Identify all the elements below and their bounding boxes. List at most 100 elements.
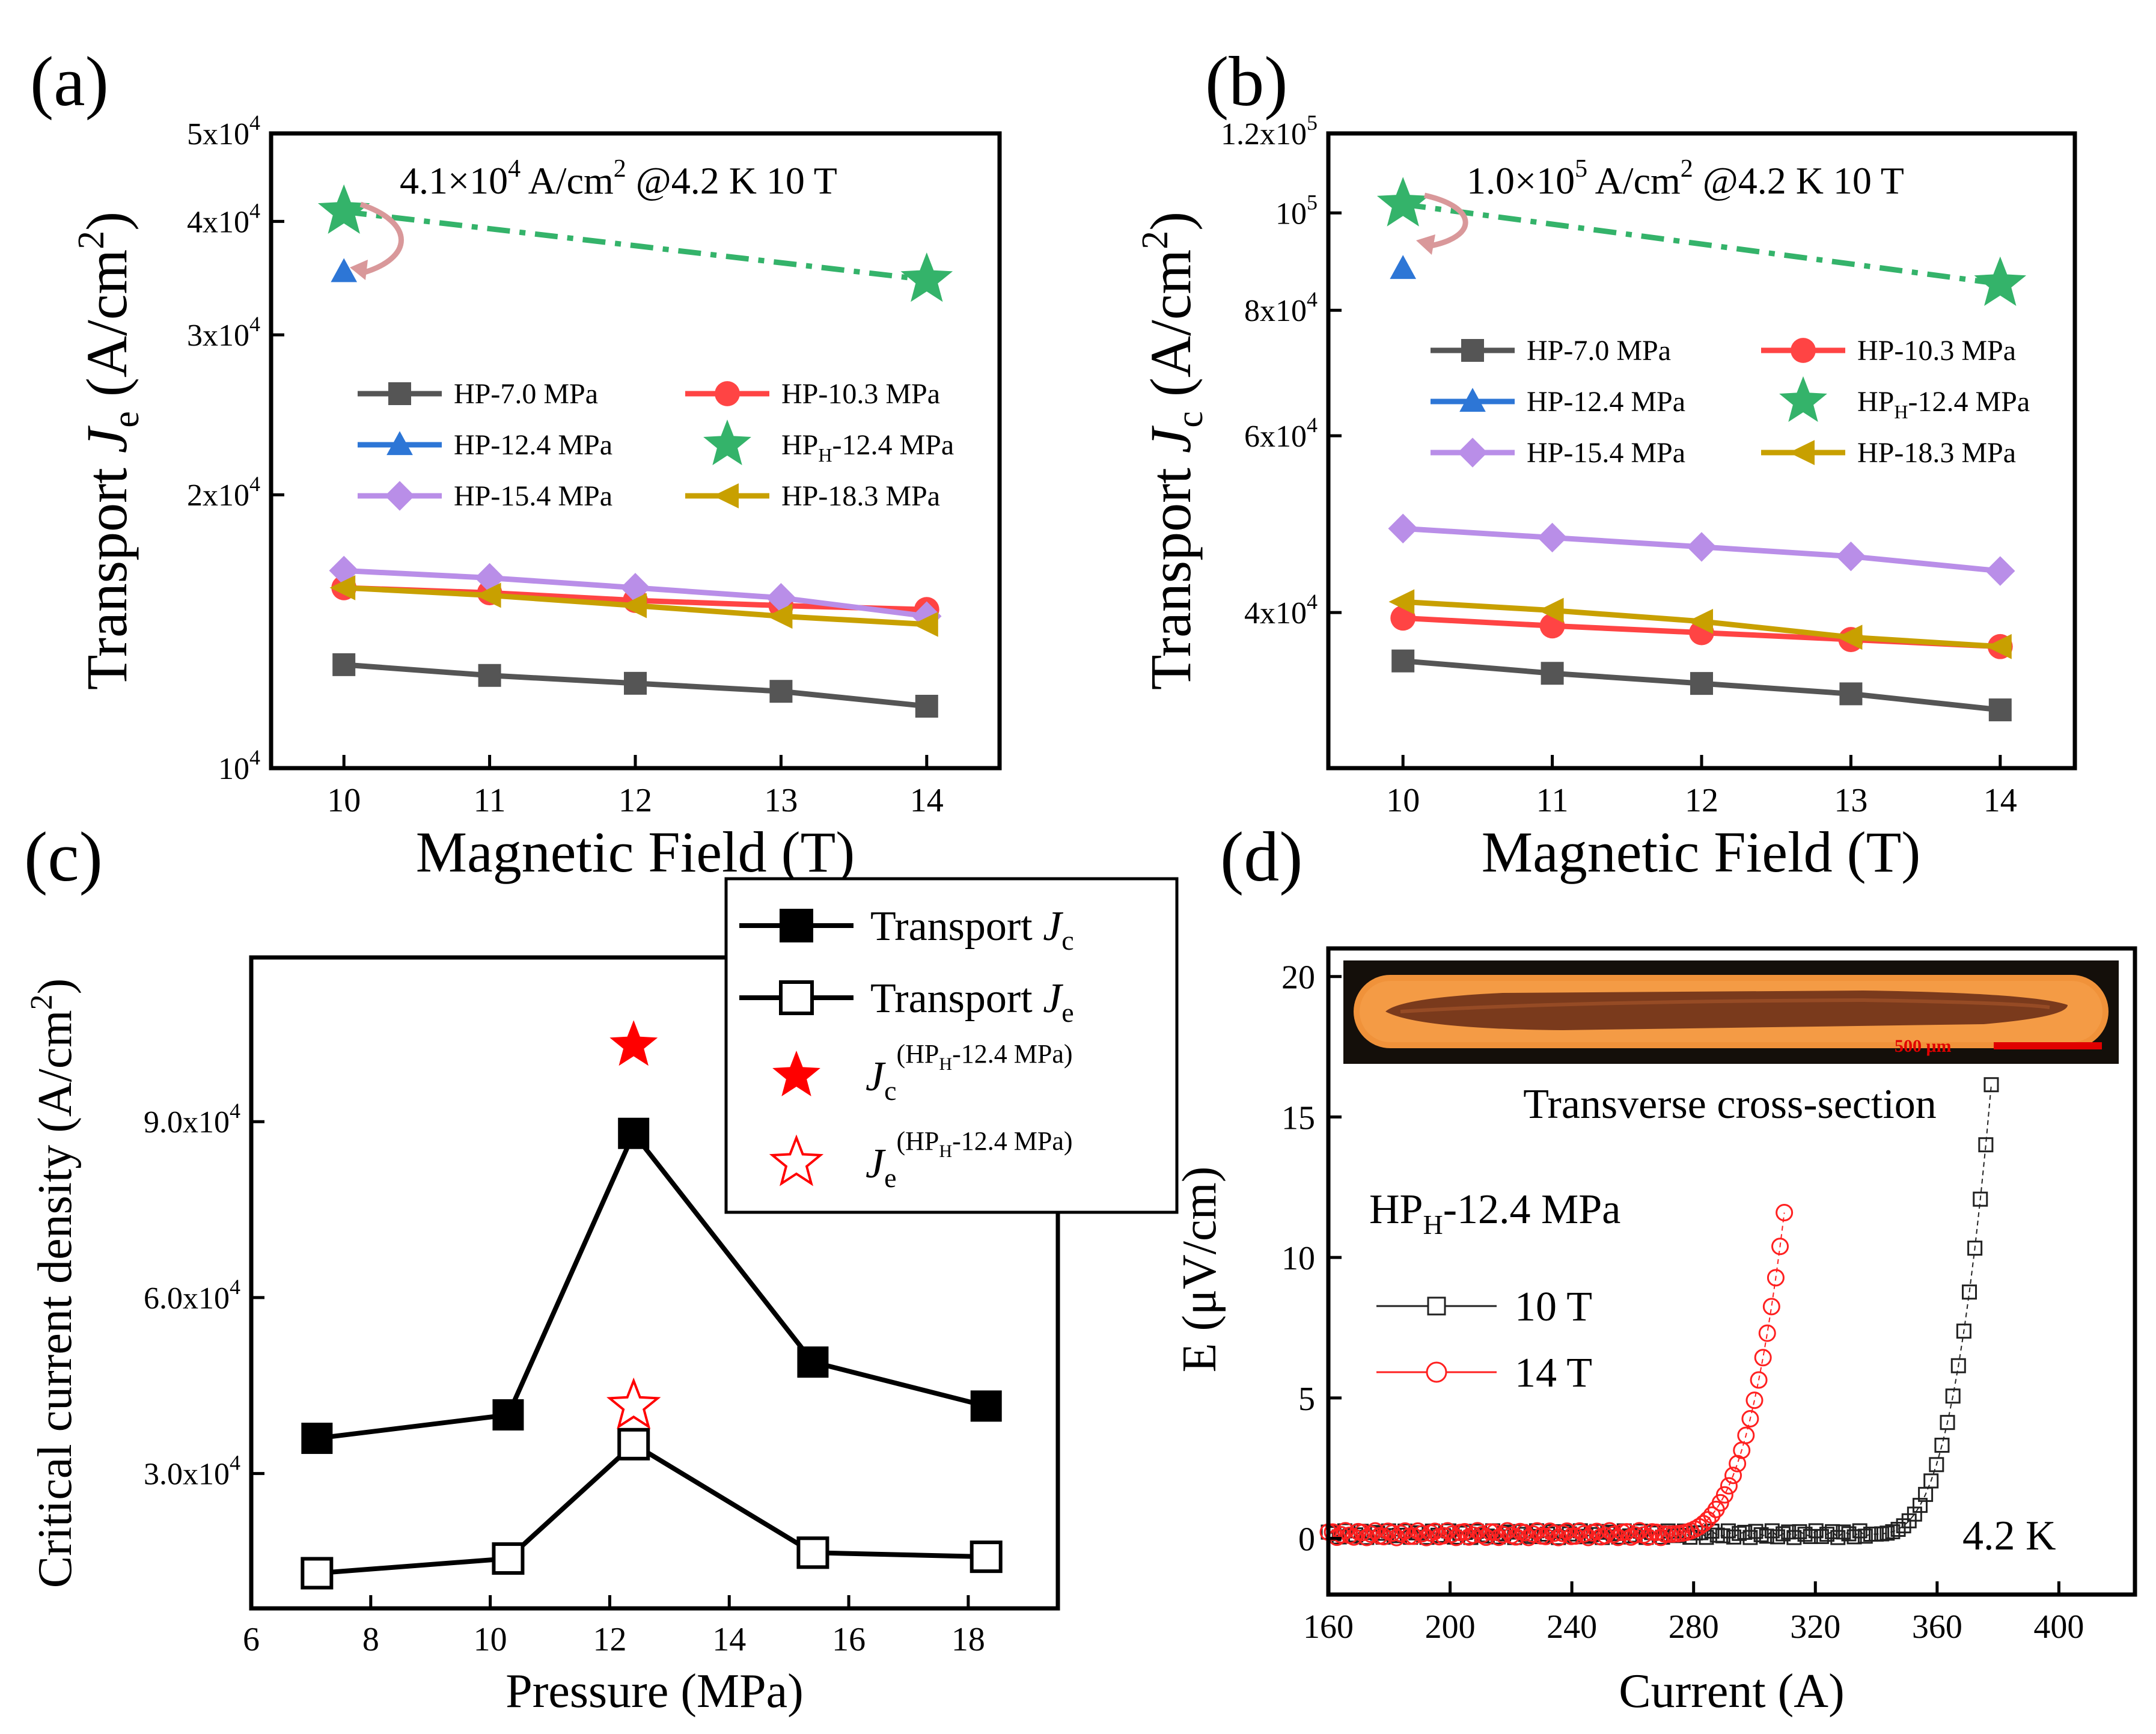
data-point bbox=[301, 1423, 333, 1455]
data-point bbox=[1324, 1523, 1342, 1541]
panel-c-x-ticks: 6 8 10 12 14 16 18 bbox=[243, 1595, 985, 1658]
panel-b-arrow-head bbox=[1416, 234, 1435, 255]
data-point bbox=[970, 1540, 1003, 1574]
data-point bbox=[621, 593, 647, 618]
panel-b-x-ticks: 10 11 12 13 14 bbox=[1386, 755, 2017, 819]
y-tick-label: 1.2x105 bbox=[1221, 111, 1318, 151]
legend-label: HP-7.0 MPa bbox=[454, 378, 598, 410]
data-point bbox=[1558, 1522, 1576, 1540]
data-point bbox=[624, 671, 647, 695]
data-point bbox=[1967, 1241, 1983, 1256]
panel-c-legend: Transport Jc Transport Je Jc(HPH-12.4 MPa)… bbox=[724, 877, 1179, 1214]
legend-entry: Jc(HPH-12.4 MPa) bbox=[772, 1039, 1073, 1106]
data-point bbox=[1726, 1529, 1742, 1545]
panel-c-x-axis-title: Pressure (MPa) bbox=[505, 1665, 803, 1718]
panel-a-annotation: 4.1×104 A/cm2 @4.2 K 10 T bbox=[400, 155, 837, 202]
data-point bbox=[1929, 1457, 1944, 1473]
y-tick-label: 2x104 bbox=[187, 472, 260, 513]
legend-label: HP-10.3 MPa bbox=[781, 378, 940, 410]
data-point bbox=[1699, 1511, 1717, 1529]
x-tick-label: 14 bbox=[1983, 782, 2017, 819]
panel-a-x-ticks: 10 11 12 13 14 bbox=[327, 755, 944, 819]
data-point bbox=[1648, 1523, 1666, 1541]
data-point bbox=[1687, 608, 1713, 634]
series-hp-12-4-mpa bbox=[331, 258, 358, 282]
panel-d-y-axis-title: E (μV/cm) bbox=[1173, 1167, 1226, 1373]
data-point bbox=[1819, 1527, 1835, 1542]
data-point bbox=[1652, 1528, 1670, 1546]
data-point bbox=[1703, 1506, 1721, 1524]
panel-a-arrow-head bbox=[350, 260, 368, 280]
series-line bbox=[1402, 201, 2001, 287]
data-point bbox=[1388, 513, 1418, 544]
inset-title: Transverse cross-section bbox=[1523, 1081, 1937, 1128]
series-e-open-square bbox=[301, 1427, 1003, 1590]
data-point bbox=[492, 1542, 525, 1575]
data-point bbox=[1737, 1524, 1753, 1540]
series-hp-15-4-mpa bbox=[1388, 513, 2015, 586]
data-point bbox=[796, 1536, 829, 1569]
data-point bbox=[329, 555, 359, 586]
data-point bbox=[915, 694, 938, 718]
legend-entry: HPH-12.4 MPa bbox=[1779, 376, 2030, 423]
legend-entry: HPH-12.4 MPa bbox=[703, 420, 954, 466]
x-tick-label: 10 bbox=[474, 1621, 507, 1658]
data-point bbox=[1988, 698, 2012, 722]
data-point bbox=[1366, 1522, 1384, 1540]
y-tick-label: 3x104 bbox=[187, 312, 260, 353]
data-point bbox=[1545, 1524, 1563, 1542]
series-hp-7-0-mpa bbox=[332, 653, 938, 718]
data-point bbox=[1464, 1526, 1482, 1544]
data-point bbox=[766, 603, 793, 629]
data-point bbox=[1507, 1528, 1525, 1546]
data-point bbox=[329, 575, 356, 600]
data-point bbox=[1762, 1298, 1780, 1316]
legend-label: 14 T bbox=[1515, 1350, 1592, 1396]
y-tick-label: 4x104 bbox=[1244, 590, 1318, 630]
legend-marker bbox=[1458, 438, 1488, 468]
data-point bbox=[617, 1427, 650, 1461]
data-point bbox=[332, 653, 356, 676]
y-tick-label: 20 bbox=[1281, 959, 1315, 997]
data-point bbox=[606, 1377, 661, 1429]
legend-entry: HP-12.4 MPa bbox=[1431, 386, 1685, 418]
data-point bbox=[1376, 177, 1429, 227]
x-tick-label: 14 bbox=[910, 782, 944, 819]
data-point bbox=[1945, 1388, 1961, 1404]
x-tick-label: 6 bbox=[243, 1621, 260, 1658]
y-tick-label: 104 bbox=[218, 745, 260, 786]
y-tick-label: 10 bbox=[1281, 1240, 1315, 1277]
data-point bbox=[912, 611, 938, 637]
panel-a-y-axis-title: Transport Je (A/cm2) bbox=[71, 212, 147, 690]
data-point bbox=[1737, 1426, 1755, 1444]
data-point bbox=[1715, 1528, 1730, 1543]
y-tick-label: 105 bbox=[1275, 190, 1318, 231]
data-point bbox=[1940, 1415, 1955, 1430]
panel-b-plot bbox=[1376, 177, 2027, 722]
legend-marker bbox=[703, 420, 751, 465]
data-point bbox=[301, 1557, 334, 1590]
y-tick-label: 5x104 bbox=[187, 111, 260, 151]
legend-entry: HP-15.4 MPa bbox=[1431, 437, 1685, 469]
legend-label: HPH-12.4 MPa bbox=[781, 429, 954, 466]
legend-label: 10 T bbox=[1515, 1284, 1592, 1330]
data-point bbox=[1830, 1530, 1846, 1545]
data-point bbox=[1770, 1529, 1785, 1545]
data-point bbox=[1754, 1349, 1772, 1367]
legend-marker bbox=[388, 382, 411, 405]
data-point bbox=[1753, 1527, 1769, 1542]
data-point bbox=[609, 1020, 658, 1066]
series-line bbox=[317, 1441, 986, 1576]
series-line bbox=[343, 209, 927, 282]
data-point bbox=[474, 563, 505, 593]
data-point bbox=[1880, 1525, 1895, 1541]
legend-marker bbox=[1789, 440, 1815, 465]
data-point bbox=[1741, 1409, 1759, 1427]
x-tick-label: 13 bbox=[1834, 782, 1867, 819]
x-tick-label: 11 bbox=[474, 782, 506, 819]
data-point bbox=[618, 1117, 650, 1149]
x-tick-label: 320 bbox=[1790, 1608, 1840, 1646]
panel-a: (a) 10 11 12 13 14 104 2x104 3x104 4x104 5x104 M… bbox=[30, 42, 1002, 884]
panel-c-frame bbox=[249, 955, 1060, 1611]
